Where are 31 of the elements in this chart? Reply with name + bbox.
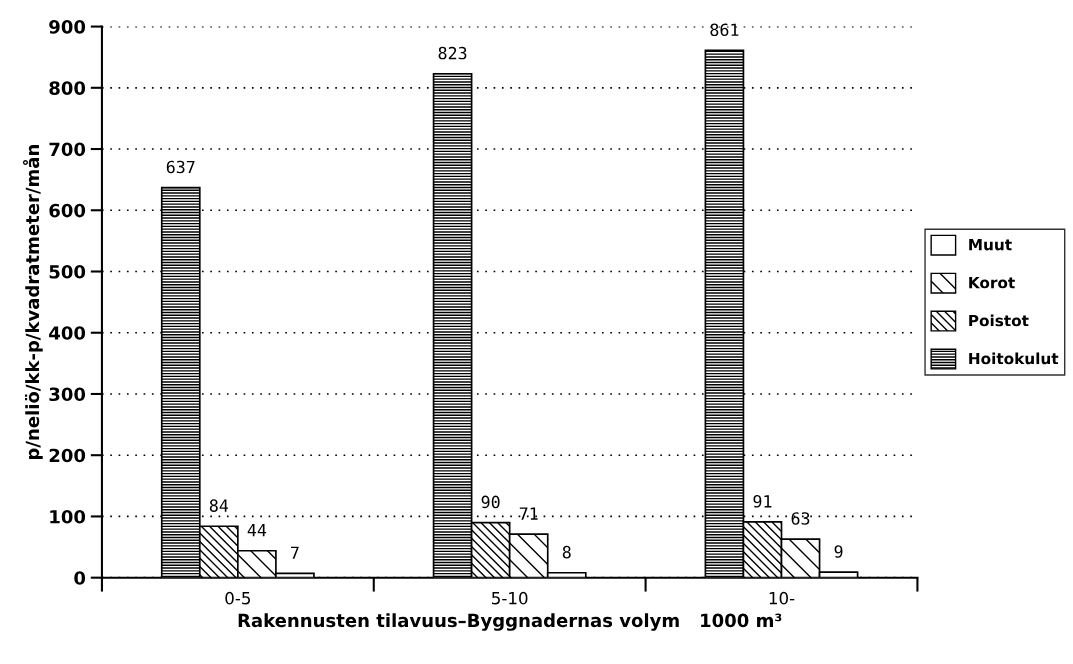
data-label: 637	[166, 160, 195, 174]
data-label: 63	[791, 512, 810, 525]
y-tick-label: 900	[49, 20, 86, 34]
legend-label: Korot	[969, 277, 1015, 289]
legend-label: Hoitokulut	[969, 352, 1059, 365]
y-tick-label: 100	[50, 509, 86, 524]
data-label: 44	[247, 524, 267, 537]
legend-label: Muut	[969, 239, 1012, 251]
y-tick-label: 600	[49, 203, 86, 218]
data-label: 823	[438, 46, 467, 60]
data-label: 7	[291, 546, 299, 559]
y-tick-label: 500	[49, 264, 86, 279]
data-label: 84	[209, 499, 229, 512]
data-label: 861	[710, 23, 739, 37]
legend-label: Poistot	[969, 314, 1029, 327]
data-label: 8	[562, 545, 571, 559]
x-tick-label: 10-	[769, 591, 795, 605]
y-tick-label: 200	[49, 448, 86, 463]
x-tick-label: 5-10	[492, 591, 528, 605]
data-label: 71	[519, 507, 538, 520]
data-label: 9	[834, 545, 843, 558]
data-label: 90	[481, 495, 500, 509]
y-axis-title: p/neliö/kk-p/kvadratmeter/mån	[22, 145, 43, 460]
y-tick-label: 0	[74, 571, 86, 585]
data-label: 91	[753, 495, 772, 508]
y-tick-label: 700	[49, 142, 86, 157]
y-tick-label: 300	[49, 387, 86, 402]
x-axis-title: Rakennusten tilavuus–Byggnadernas volym 1000 m³	[238, 613, 782, 631]
y-tick-label: 400	[49, 326, 86, 340]
x-tick-label: 0-5	[225, 591, 250, 605]
y-tick-label: 800	[49, 81, 86, 95]
